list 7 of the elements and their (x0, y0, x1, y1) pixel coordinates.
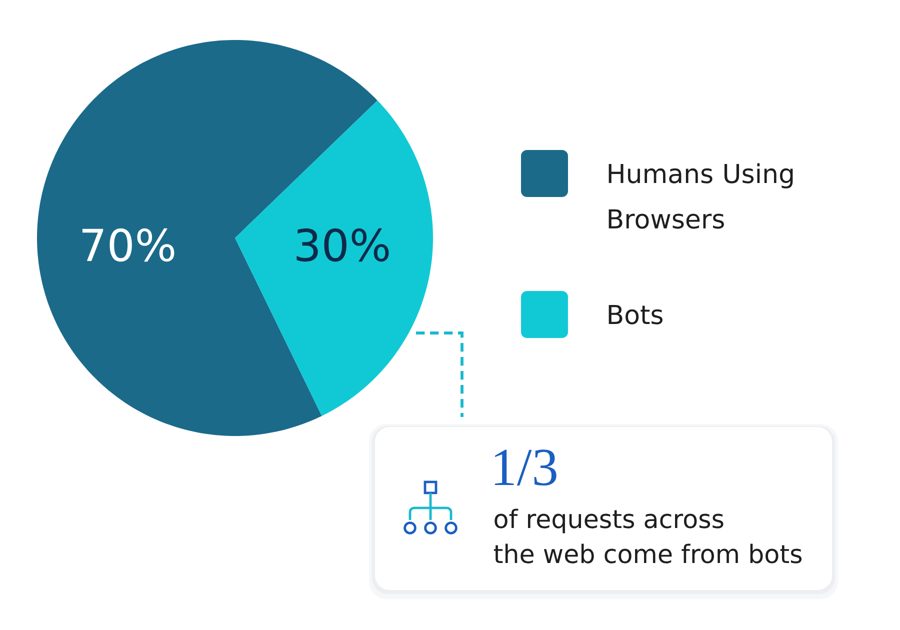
legend-label: Bots (608, 305, 662, 324)
text: the web come from bots (494, 544, 802, 564)
text: 1/3 (494, 450, 556, 486)
legend-label: Humans Using Browsers (608, 163, 793, 229)
data-label: 30% (296, 228, 389, 262)
text: of requests across (494, 508, 724, 534)
data-label: 70% (82, 228, 174, 262)
